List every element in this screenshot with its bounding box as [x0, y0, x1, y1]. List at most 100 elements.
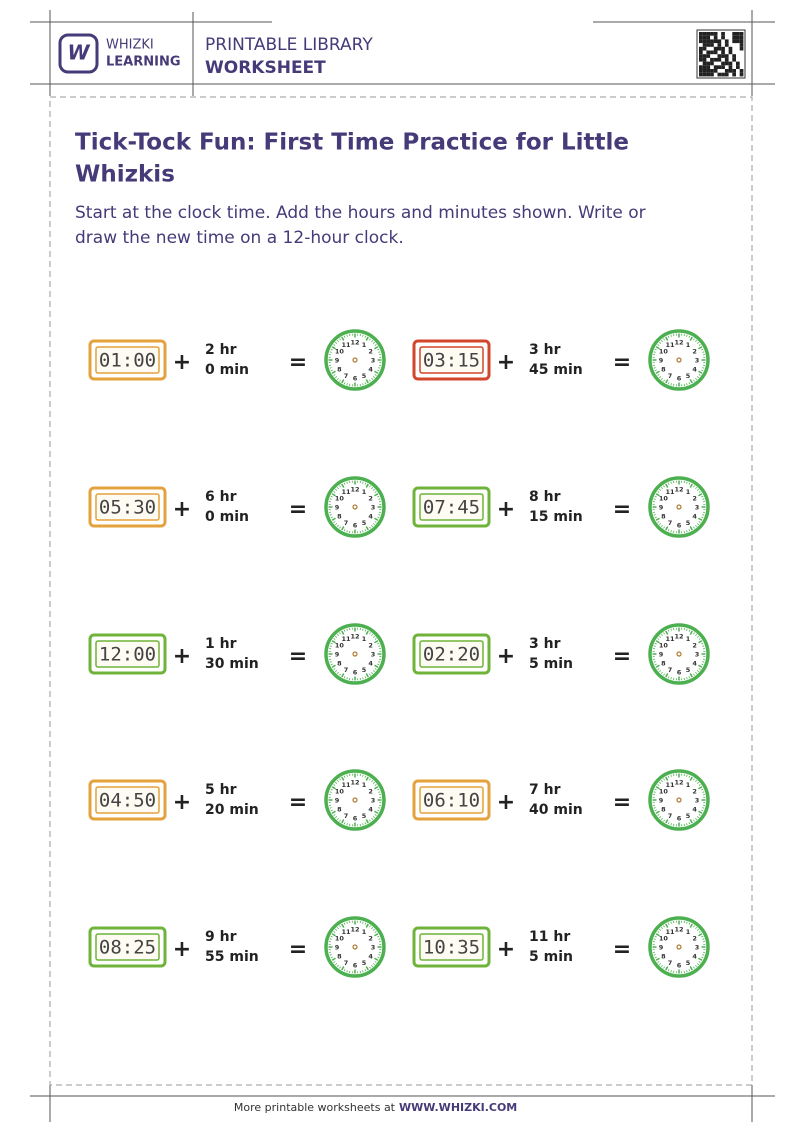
- digital-time: 10:35: [423, 937, 480, 959]
- clock-tick: [660, 927, 663, 930]
- clock-tick: [657, 491, 660, 493]
- clock-tick: [655, 933, 660, 937]
- clock-tick: [660, 634, 663, 637]
- clock-tick: [369, 632, 371, 635]
- clock-tick: [336, 817, 339, 820]
- clock-number: 4: [692, 660, 697, 668]
- clock-tick: [667, 676, 670, 679]
- clock-tick: [374, 493, 379, 497]
- qr-cell: [706, 32, 711, 36]
- logo-mark: W: [67, 41, 90, 65]
- clock-tick: [339, 673, 341, 676]
- clock-number: 4: [368, 660, 373, 668]
- clock-tick: [657, 638, 660, 640]
- qr-cell: [710, 50, 714, 55]
- clock-center: [352, 651, 358, 657]
- clock-tick: [362, 774, 364, 777]
- clock-tick: [335, 963, 338, 966]
- clock-number: 4: [368, 513, 373, 521]
- clock-tick: [663, 632, 665, 635]
- clock-tick: [659, 816, 662, 819]
- qr-cell: [739, 39, 744, 44]
- qr-cell: [702, 46, 707, 51]
- clock-tick: [330, 642, 333, 645]
- qr-cell: [699, 46, 703, 51]
- clock-tick: [372, 816, 375, 819]
- clock-tick: [701, 516, 704, 519]
- clock-tick: [331, 370, 336, 374]
- clock-center: [352, 797, 358, 803]
- clock-tick: [365, 776, 369, 781]
- clock-tick: [695, 377, 698, 380]
- clock-number: 3: [695, 357, 700, 365]
- worksheet-label: WORKSHEET: [205, 58, 326, 78]
- clock-tick: [374, 374, 377, 376]
- clock-tick: [335, 523, 338, 526]
- qr-cell: [706, 72, 711, 77]
- clock-tick: [333, 814, 336, 816]
- qr-cell: [728, 69, 733, 73]
- clock-tick: [655, 810, 660, 814]
- qr-cell: [732, 69, 736, 73]
- clock-tick: [333, 638, 336, 640]
- clock-number: 4: [692, 366, 697, 374]
- clock-tick: [688, 382, 691, 385]
- clock-tick: [331, 640, 336, 644]
- clock-tick: [695, 340, 698, 343]
- qr-cell: [710, 61, 714, 66]
- clock-tick: [653, 351, 656, 353]
- clock-tick: [371, 340, 374, 343]
- qr-cell: [739, 32, 744, 36]
- clock-tick: [686, 334, 688, 337]
- clock-tick: [374, 961, 377, 963]
- clock-tick: [670, 334, 672, 337]
- clock-number: 3: [371, 944, 376, 952]
- qr-cell: [699, 69, 703, 73]
- clock-tick: [653, 954, 656, 956]
- clock-number: 4: [692, 953, 697, 961]
- clock-tick: [698, 664, 703, 668]
- clock-tick: [335, 341, 338, 344]
- clock-tick: [329, 938, 332, 940]
- clock-tick: [341, 923, 345, 928]
- qr-code: [696, 29, 746, 79]
- clock-tick: [665, 819, 669, 824]
- clock-tick: [330, 935, 333, 938]
- clock-tick: [663, 485, 665, 488]
- header-frame: [30, 10, 775, 1122]
- clock-number: 10: [659, 348, 669, 356]
- clock-tick: [371, 487, 374, 490]
- clock-number: 9: [335, 944, 340, 952]
- clock-tick: [377, 642, 380, 645]
- library-label: PRINTABLE LIBRARY: [205, 35, 373, 55]
- clock-tick: [374, 957, 379, 961]
- qr-cell: [702, 72, 707, 77]
- clock-tick: [346, 823, 348, 826]
- clock-number: 2: [368, 348, 373, 356]
- qr-cell: [713, 39, 718, 44]
- clock-tick: [653, 645, 656, 647]
- clock-number: 7: [668, 372, 673, 380]
- clock-tick: [667, 969, 670, 972]
- qr-cell: [710, 57, 714, 62]
- qr-cell: [717, 43, 722, 47]
- clock-tick: [686, 970, 688, 973]
- clock-tick: [702, 367, 705, 369]
- digital-time: 05:30: [99, 497, 156, 519]
- clock-number: 10: [659, 788, 669, 796]
- equals-sign: =: [613, 350, 631, 375]
- clock-tick: [331, 517, 336, 521]
- hours-label: 2 hr: [205, 342, 237, 358]
- clock-tick: [333, 521, 336, 523]
- clock-tick: [695, 671, 698, 674]
- clock-tick: [336, 340, 339, 343]
- clock-number: 6: [353, 962, 358, 970]
- clock-tick: [696, 341, 699, 344]
- clock-tick: [659, 928, 662, 931]
- clock-tick: [654, 495, 657, 498]
- qr-cell: [710, 32, 714, 36]
- clock-number: 3: [371, 357, 376, 365]
- clock-tick: [665, 923, 669, 928]
